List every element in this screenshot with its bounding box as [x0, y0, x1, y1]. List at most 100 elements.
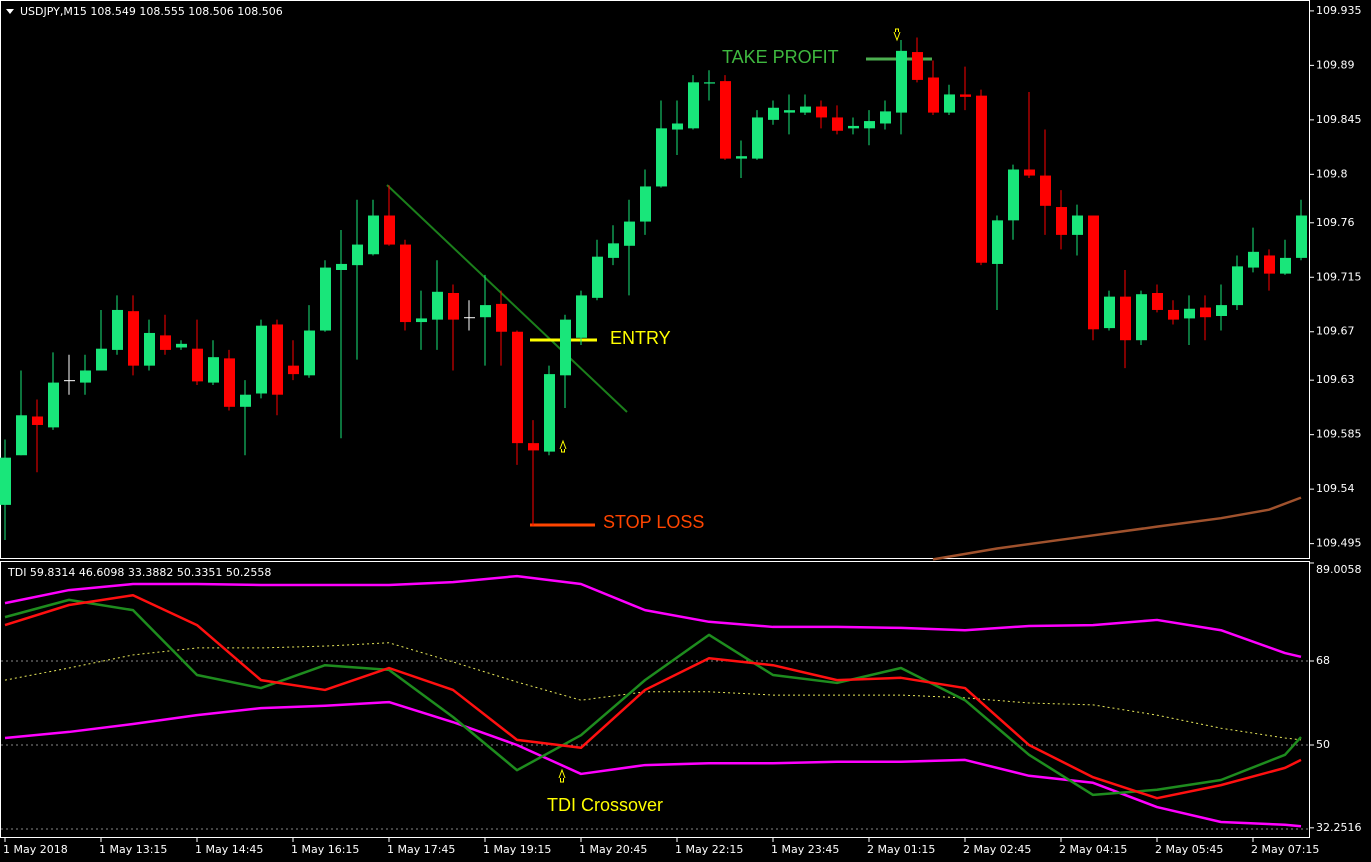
candle-body [416, 318, 427, 323]
candle-body [208, 357, 219, 383]
candle-body [1088, 215, 1099, 330]
price-panel-title: USDJPY,M15 108.549 108.555 108.506 108.5… [20, 5, 283, 18]
candle-body [1248, 251, 1259, 268]
candle-body [224, 358, 235, 407]
sell-arrow [893, 28, 901, 42]
candle-body [1008, 169, 1019, 221]
candle-body [1072, 215, 1083, 235]
y-tick-label: 109.715 [1316, 270, 1362, 283]
tdi-panel-title: TDI 59.8314 46.6098 33.3882 50.3351 50.2… [7, 566, 271, 579]
x-tick-label: 1 May 13:15 [99, 843, 167, 856]
candle-body [896, 50, 907, 113]
tdi-panel-frame [0, 561, 1310, 838]
candle-body [880, 111, 891, 124]
candle-body [1120, 296, 1131, 341]
candle-body [80, 370, 91, 383]
candle-body [1264, 255, 1275, 274]
candle-body [640, 186, 651, 222]
buy-arrow [559, 439, 567, 453]
candle-body [1024, 169, 1035, 176]
tdi-line [4, 593, 1302, 800]
candle-body [1232, 266, 1243, 306]
price-panel-frame [0, 0, 1310, 559]
candle-body [720, 81, 731, 159]
candle-body [944, 94, 955, 113]
candle-body [928, 77, 939, 113]
candle-body [96, 348, 107, 371]
candle-body [656, 128, 667, 187]
y-tick-label: 109.495 [1316, 537, 1362, 550]
y-tick-label: 109.67 [1316, 325, 1355, 338]
candle-body [1040, 175, 1051, 206]
candle-body [32, 416, 43, 425]
tdi-crossover-label: TDI Crossover [547, 795, 663, 815]
x-tick-label: 1 May 23:45 [771, 843, 839, 856]
crossover-arrow [558, 768, 566, 783]
candle-body [320, 267, 331, 331]
candle-body [400, 244, 411, 323]
y-tick-label: 89.0058 [1316, 563, 1362, 576]
y-tick-label: 32.2516 [1316, 821, 1362, 834]
candle-body [816, 106, 827, 118]
candle-body [800, 106, 811, 113]
candle-body [1200, 307, 1211, 318]
candle-body [272, 324, 283, 395]
candle-body [624, 221, 635, 246]
y-tick-label: 109.8 [1316, 167, 1348, 180]
candle-body [1136, 294, 1147, 341]
candle-body [1152, 292, 1163, 310]
candle-body [176, 343, 187, 348]
x-tick-label: 1 May 14:45 [195, 843, 263, 856]
y-tick-label: 109.935 [1316, 4, 1362, 17]
candle-body [688, 82, 699, 129]
candle-body [160, 335, 171, 350]
candle-body [16, 415, 27, 456]
candle-body [288, 365, 299, 375]
moving-average [932, 496, 1302, 561]
candle-body [1216, 305, 1227, 317]
entry-label: ENTRY [610, 328, 671, 348]
candle-body [192, 348, 203, 382]
candle-body [544, 374, 555, 452]
candle-body [960, 94, 971, 97]
candle-body [64, 380, 75, 382]
tdi-line [4, 700, 1302, 828]
y-tick-label: 109.76 [1316, 216, 1355, 229]
candle-body [592, 256, 603, 298]
x-tick-label: 2 May 05:45 [1155, 843, 1223, 856]
x-tick-label: 1 May 17:45 [387, 843, 455, 856]
candle-body [512, 331, 523, 444]
x-tick-label: 2 May 02:45 [963, 843, 1031, 856]
y-tick-label: 50 [1316, 738, 1330, 751]
y-tick-label: 109.585 [1316, 428, 1362, 441]
y-tick-label: 68 [1316, 654, 1330, 667]
x-tick-label: 2 May 07:15 [1251, 843, 1319, 856]
trendline [386, 184, 628, 413]
candle-body [496, 303, 507, 332]
x-tick-label: 2 May 01:15 [867, 843, 935, 856]
candle-body [864, 121, 875, 129]
candle-body [1168, 309, 1179, 320]
menu-triangle [6, 9, 14, 14]
candle-body [0, 457, 11, 505]
x-tick-label: 1 May 22:15 [675, 843, 743, 856]
candle-body [240, 394, 251, 407]
x-tick-label: 1 May 2018 [3, 843, 68, 856]
candle-body [1056, 207, 1067, 235]
candle-body [608, 243, 619, 258]
candle-body [704, 82, 715, 84]
candle-body [1296, 215, 1307, 258]
candle-body [384, 215, 395, 245]
candle-body [784, 110, 795, 113]
candle-body [48, 382, 59, 428]
x-tick-label: 1 May 16:15 [291, 843, 359, 856]
candle-body [352, 244, 363, 266]
y-tick-label: 109.89 [1316, 58, 1355, 71]
candle-body [480, 305, 491, 318]
candle-body [256, 325, 267, 394]
candle-body [464, 317, 475, 319]
candle-body [432, 291, 443, 320]
